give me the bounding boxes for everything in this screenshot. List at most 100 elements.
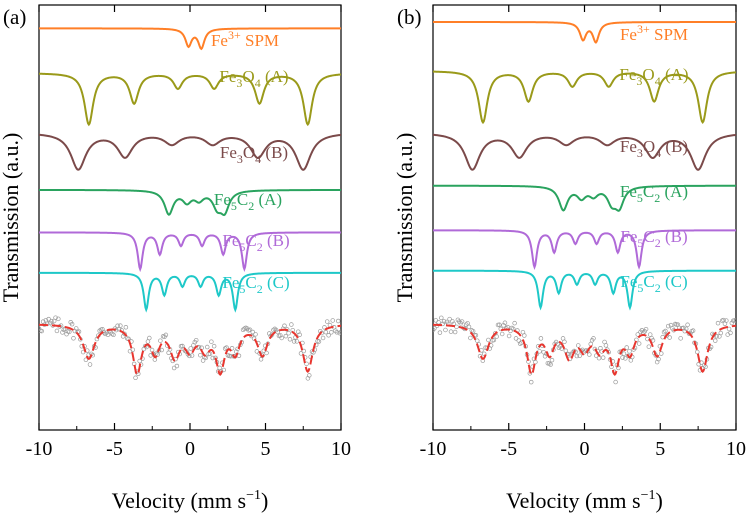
data-point <box>133 375 138 381</box>
data-point <box>522 333 527 338</box>
legend-label: Fe5C2 (C) <box>620 272 687 295</box>
legend-label: Fe3O4 (A) <box>619 65 688 88</box>
data-point <box>294 339 300 344</box>
legend-label: Fe5C2 (B) <box>222 231 289 254</box>
data-point <box>441 319 447 324</box>
data-point <box>147 335 152 341</box>
data-point <box>556 345 562 351</box>
data-point <box>452 329 458 335</box>
data-point <box>603 343 609 348</box>
series-line-fe3o4-a- <box>433 70 736 125</box>
data-point <box>724 318 729 323</box>
data-point <box>279 335 284 341</box>
x-tick-label: -10 <box>420 438 447 460</box>
data-point <box>678 336 683 341</box>
data-point <box>275 329 280 335</box>
data-point <box>433 326 437 331</box>
data-point <box>538 336 544 341</box>
data-point <box>102 331 108 337</box>
series-line-fe3-spm <box>39 27 341 51</box>
data-point <box>155 352 160 357</box>
data-point <box>130 347 136 352</box>
data-point <box>224 345 229 350</box>
x-tick-label: 0 <box>580 438 590 460</box>
series-line-fe5c2-b- <box>39 231 341 273</box>
data-point <box>646 344 652 349</box>
data-point <box>264 350 269 356</box>
data-point <box>443 327 448 333</box>
x-tick-label: 0 <box>185 438 195 460</box>
data-point <box>329 330 334 335</box>
data-point <box>322 325 327 330</box>
data-point <box>83 357 89 363</box>
data-point <box>188 346 193 351</box>
legend-label: Fe5C2 (A) <box>620 182 688 205</box>
data-point <box>69 321 75 327</box>
data-point <box>685 322 690 328</box>
plot-area <box>39 27 341 381</box>
data-point <box>499 331 505 337</box>
series-line-fe5c2-b- <box>433 229 736 270</box>
data-point <box>72 328 78 334</box>
series-line-fe3-spm <box>433 21 736 44</box>
x-tick-label: 10 <box>331 438 351 460</box>
data-point <box>307 373 312 378</box>
data-point <box>61 327 67 332</box>
data-point <box>174 363 180 369</box>
data-point <box>497 322 502 328</box>
data-point <box>491 337 497 343</box>
panel-a: (a) -10 -5 0 5 10 Velocity (mm s−1) Transmissio… <box>0 4 351 513</box>
data-point <box>193 337 199 343</box>
x-axis-label: Velocity (mm s−1) <box>506 488 663 513</box>
data-point <box>448 329 454 334</box>
legend-label: Fe3O4 (B) <box>620 137 688 160</box>
data-point <box>577 353 582 358</box>
data-point <box>286 330 291 336</box>
data-point <box>511 326 516 332</box>
data-point <box>247 327 253 333</box>
y-axis-label: Transmission (a.u.) <box>0 133 23 303</box>
data-point <box>459 319 465 324</box>
data-point <box>591 336 596 341</box>
data-point <box>699 360 704 365</box>
data-point <box>656 356 661 362</box>
data-point <box>76 329 82 334</box>
data-point <box>718 330 724 336</box>
series-line-fe3o4-a- <box>39 72 341 127</box>
data-point <box>470 328 476 334</box>
data-point <box>667 335 672 340</box>
x-tick-label: 5 <box>261 438 271 460</box>
data-point <box>542 354 548 359</box>
data-point <box>282 323 287 329</box>
data-point <box>326 333 331 338</box>
data-point <box>440 321 445 327</box>
data-point <box>714 334 719 339</box>
data-point <box>221 367 227 373</box>
data-point <box>56 316 61 322</box>
data-point <box>334 329 340 335</box>
data-point <box>283 333 289 339</box>
data-point <box>690 328 696 333</box>
x-tick-label: -5 <box>500 438 517 460</box>
data-point <box>502 320 508 326</box>
series-line-fe5c2-c- <box>39 271 341 313</box>
data-point <box>324 319 330 324</box>
data-point <box>211 343 217 349</box>
data-point <box>715 320 721 326</box>
plot-area <box>433 21 736 385</box>
data-point <box>278 333 283 338</box>
legend-label: Fe5C2 (B) <box>620 227 687 250</box>
data-point <box>118 323 123 328</box>
data-point <box>71 336 76 341</box>
data-point <box>159 347 164 353</box>
data-point <box>204 344 210 350</box>
series-line-fe5c2-c- <box>433 269 736 311</box>
data-point <box>562 339 567 345</box>
data-point <box>189 353 195 358</box>
legend-label: Fe3+ SPM <box>211 28 279 50</box>
data-point <box>620 355 625 360</box>
legend-label: Fe3O4 (B) <box>220 143 288 166</box>
data-point <box>466 324 472 330</box>
data-point <box>486 337 491 343</box>
data-point <box>450 319 455 324</box>
